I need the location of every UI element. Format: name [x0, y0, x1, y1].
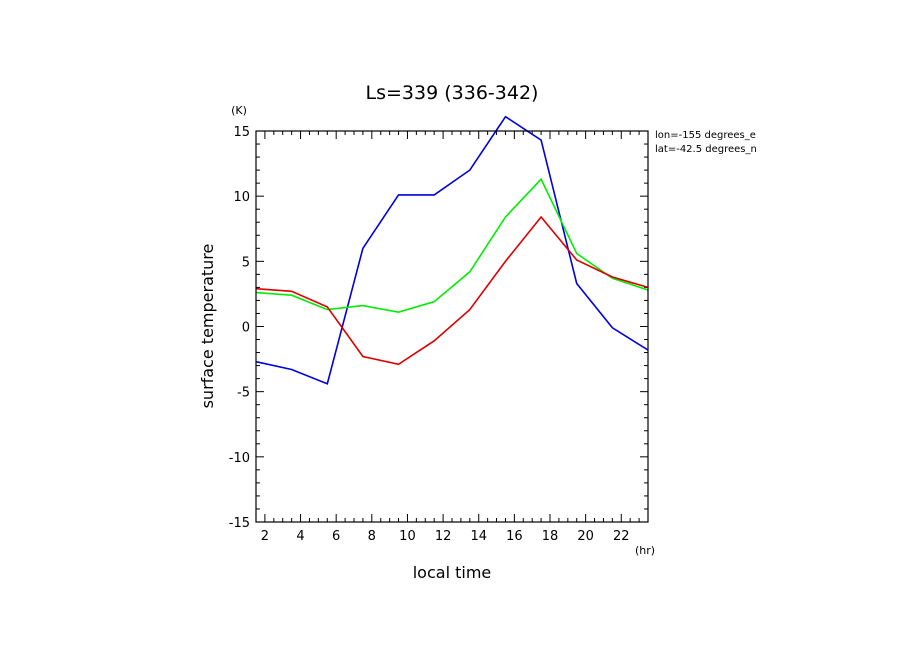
x-tick-label: 16	[506, 529, 523, 544]
annotation-lat: lat=-42.5 degrees_n	[655, 144, 757, 155]
y-tick-label: 5	[242, 255, 250, 270]
x-tick-label: 20	[577, 529, 594, 544]
x-tick-label: 12	[435, 529, 452, 544]
series-line-3	[255, 215, 649, 366]
x-tick-label: 8	[368, 529, 376, 544]
annotation-lon: lon=-155 degrees_e	[655, 130, 756, 141]
x-tick-label: 4	[296, 529, 304, 544]
plot-frame	[255, 130, 649, 523]
y-tick-label: 0	[242, 321, 250, 336]
axis-ticks: -15 -10 -5 0 5 10 15 2 4 6 8 10 12 14 16 18 20 22	[229, 125, 649, 544]
y-tick-label: -10	[229, 451, 250, 466]
y-tick-label: 15	[233, 125, 250, 140]
x-tick-label: 14	[470, 529, 487, 544]
y-tick-label: 10	[233, 190, 250, 205]
y-axis-label: surface temperature	[198, 244, 217, 409]
x-tick-label: 22	[613, 529, 630, 544]
series-line-2	[255, 177, 649, 314]
x-axis-label: local time	[413, 563, 492, 582]
series-line-1	[255, 115, 649, 385]
x-tick-label: 18	[542, 529, 559, 544]
series-lines	[255, 115, 649, 385]
y-tick-label: -5	[237, 386, 250, 401]
x-tick-label: 6	[332, 529, 340, 544]
chart-title: Ls=339 (336-342)	[366, 82, 539, 104]
y-tick-label: -15	[229, 516, 250, 531]
y-unit-label: (K)	[231, 104, 247, 117]
x-tick-label: 10	[399, 529, 416, 544]
x-tick-label: 2	[261, 529, 269, 544]
x-unit-label: (hr)	[635, 544, 655, 557]
